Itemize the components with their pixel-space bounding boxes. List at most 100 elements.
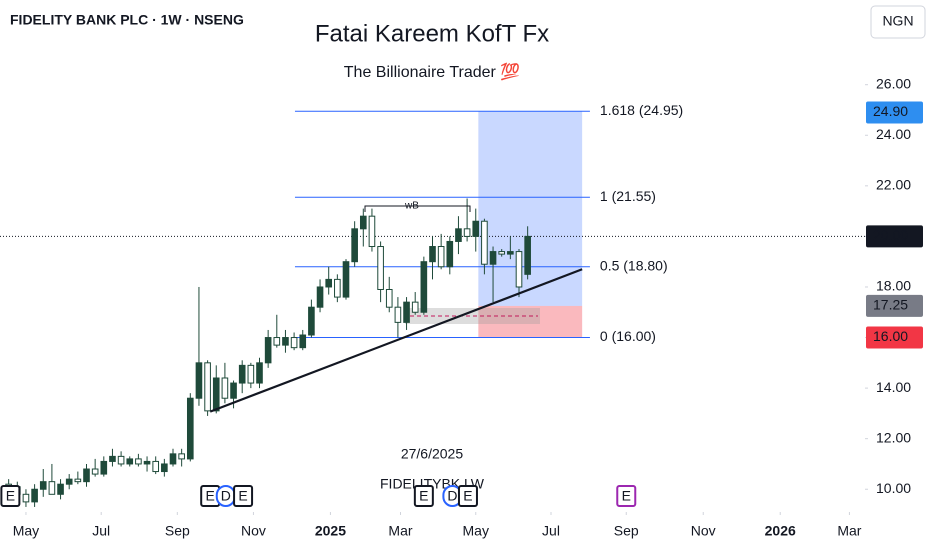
event-letter: D bbox=[447, 488, 457, 504]
currency-button[interactable] bbox=[870, 5, 926, 39]
candle-body bbox=[238, 364, 246, 384]
chart-title: Fatai Kareem KofT Fx bbox=[315, 20, 549, 47]
candle-body bbox=[308, 306, 315, 336]
x-tick-label: Mar bbox=[837, 523, 861, 539]
candle-body bbox=[161, 463, 168, 473]
candle-body bbox=[507, 251, 514, 255]
candle-body bbox=[377, 246, 384, 291]
candle-body bbox=[91, 468, 99, 475]
candle-body bbox=[135, 458, 142, 465]
candle-body bbox=[455, 228, 462, 242]
price-label-box bbox=[866, 326, 923, 349]
chart-subtitle: The Billionaire Trader 💯 bbox=[344, 62, 521, 81]
x-tick-label: Nov bbox=[691, 523, 716, 539]
event-marker bbox=[616, 485, 637, 507]
candle-body bbox=[299, 334, 307, 349]
candle-body bbox=[515, 251, 523, 288]
x-tick-label: May bbox=[463, 523, 489, 539]
price-label: 16.00 bbox=[873, 328, 908, 344]
candle-body bbox=[109, 455, 116, 462]
price-label: 20.00 bbox=[873, 227, 908, 243]
x-tick-label: Jul bbox=[542, 523, 560, 539]
candle-body bbox=[117, 455, 125, 465]
candle-body bbox=[74, 478, 82, 483]
y-tick-label: 22.00 bbox=[876, 177, 911, 193]
fib-label: 0.5 (18.80) bbox=[600, 257, 668, 273]
y-tick-label: 10.00 bbox=[876, 480, 911, 496]
candle-body bbox=[83, 468, 90, 483]
candle-body bbox=[221, 377, 229, 399]
event-letter: E bbox=[6, 488, 15, 504]
candle-body bbox=[282, 337, 289, 346]
annotation: wB bbox=[404, 201, 419, 212]
price-label-box bbox=[866, 101, 923, 124]
y-tick-label: 26.00 bbox=[876, 75, 911, 91]
candle-body bbox=[351, 228, 358, 263]
y-tick-label: 18.00 bbox=[876, 278, 911, 294]
candle-body bbox=[273, 337, 281, 346]
candle-body bbox=[169, 453, 177, 465]
bracket bbox=[364, 205, 471, 212]
x-tick-label: 2026 bbox=[765, 523, 796, 539]
candle-body bbox=[230, 382, 237, 399]
candle-body bbox=[143, 460, 151, 465]
watermark: 27/6/2025 bbox=[401, 446, 463, 462]
candle-body bbox=[212, 377, 220, 412]
target-zone bbox=[478, 111, 583, 306]
candle-body bbox=[403, 301, 410, 323]
x-tick-label: Jul bbox=[92, 523, 110, 539]
candle-body bbox=[325, 278, 333, 288]
back-layer: 10.00 12.00 14.00 16.00 18.00 20.00 22.00 24.00… bbox=[0, 75, 911, 539]
candle-body bbox=[204, 362, 211, 412]
price-label-box bbox=[866, 294, 923, 317]
event-letter: E bbox=[419, 488, 428, 504]
y-tick-label: 24.00 bbox=[876, 126, 911, 142]
event-letter: E bbox=[238, 488, 247, 504]
event-marker bbox=[413, 485, 434, 507]
candle-body bbox=[446, 240, 454, 268]
candle-body bbox=[247, 364, 255, 384]
x-tick-label: Sep bbox=[614, 523, 639, 539]
candle-body bbox=[394, 306, 402, 323]
price-label: 17.25 bbox=[873, 297, 908, 313]
candle-body bbox=[290, 337, 298, 349]
event-letter: E bbox=[463, 488, 472, 504]
candle-body bbox=[39, 481, 47, 490]
price-label-box bbox=[866, 225, 923, 248]
event-letter: D bbox=[221, 488, 231, 504]
candle-body bbox=[342, 261, 350, 298]
candle-body bbox=[420, 261, 428, 313]
currency[interactable]: NGN bbox=[882, 13, 913, 29]
price-label: 24.90 bbox=[873, 103, 908, 119]
candle-body bbox=[22, 493, 30, 503]
candle-body bbox=[524, 235, 531, 275]
fib-label: 1.618 (24.95) bbox=[600, 102, 683, 118]
event-letter: E bbox=[622, 488, 631, 504]
candle-body bbox=[186, 397, 194, 460]
candle-body bbox=[126, 458, 134, 465]
event-marker bbox=[233, 485, 254, 507]
candle-body bbox=[437, 246, 445, 268]
candle-body bbox=[256, 362, 263, 384]
candle-body bbox=[31, 488, 38, 503]
event-marker bbox=[457, 485, 478, 507]
candle-body bbox=[368, 215, 376, 248]
trendline bbox=[209, 268, 583, 413]
event-marker bbox=[0, 485, 21, 507]
candle-body bbox=[481, 220, 488, 265]
candle-body bbox=[316, 286, 324, 308]
candle-body bbox=[498, 251, 506, 255]
candle-body bbox=[334, 278, 341, 298]
y-tick-label: 14.00 bbox=[876, 379, 911, 395]
candle-body bbox=[100, 460, 108, 475]
x-tick-label: Mar bbox=[388, 523, 412, 539]
candle-body bbox=[463, 228, 471, 237]
candle-body bbox=[65, 478, 73, 485]
symbol: FIDELITY BANK PLC · 1W · NSENG bbox=[10, 12, 244, 28]
candle-body bbox=[429, 246, 436, 263]
range-box bbox=[405, 308, 540, 324]
candle-body bbox=[195, 362, 203, 399]
